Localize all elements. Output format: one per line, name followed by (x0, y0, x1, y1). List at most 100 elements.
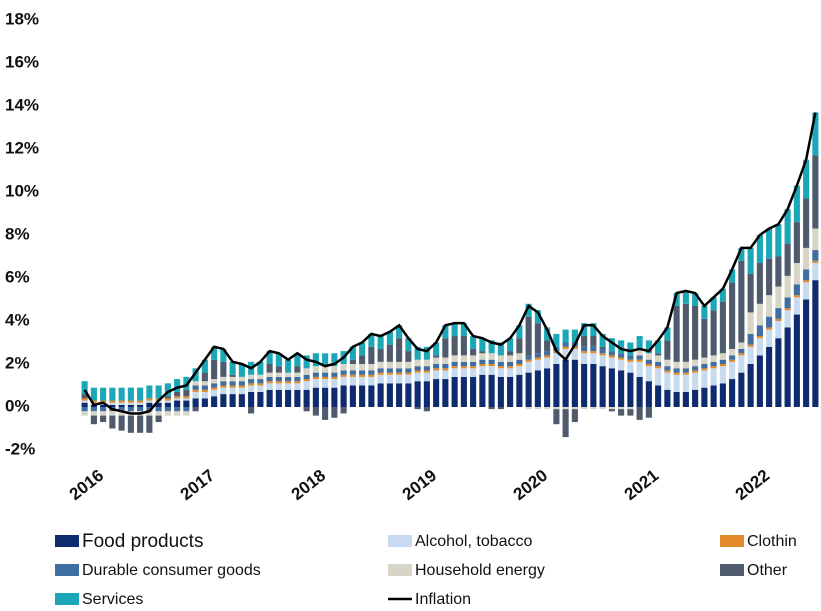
bar-segment (303, 355, 310, 369)
bar-segment (516, 325, 523, 339)
bar-segment (285, 383, 292, 390)
bar-segment (581, 364, 588, 407)
bar-segment (516, 359, 523, 364)
bar-segment (322, 353, 329, 367)
bar-segment (756, 336, 763, 339)
bar-segment (738, 342, 745, 349)
bar-segment (534, 357, 541, 360)
bar-segment (442, 370, 449, 380)
bar-segment (257, 374, 264, 380)
bar-segment (377, 348, 384, 362)
x-tick-label: 2016 (66, 466, 108, 504)
bar-segment (608, 355, 615, 358)
bar-segment (655, 340, 662, 354)
bar-segment (775, 286, 782, 309)
bar-segment (266, 389, 273, 407)
bar-segment (164, 411, 171, 416)
bar-segment (627, 355, 634, 360)
bar-segment (137, 400, 144, 403)
bar-segment (127, 407, 134, 412)
bar-segment (303, 374, 310, 380)
bar-segment (405, 374, 412, 384)
bar-segment (368, 374, 375, 377)
bar-segment (470, 355, 477, 362)
bar-segment (756, 235, 763, 263)
bar-segment (201, 359, 208, 373)
bar-segment (516, 338, 523, 354)
bar-segment (553, 409, 560, 425)
bar-segment (164, 398, 171, 401)
bar-segment (470, 336, 477, 349)
bar-segment (81, 402, 88, 407)
bar-segment (701, 305, 708, 319)
bar-segment (396, 383, 403, 407)
bar-segment (544, 340, 551, 352)
bar-segment (544, 355, 551, 358)
bar-segment (682, 391, 689, 407)
bar-segment (534, 353, 541, 358)
bar-segment (756, 338, 763, 356)
bar-segment (618, 357, 625, 360)
bar-segment (81, 394, 88, 399)
bar-segment (331, 353, 338, 367)
bar-segment (710, 355, 717, 362)
bar-segment (738, 353, 745, 356)
bar-segment (608, 357, 615, 369)
bar-segment (571, 407, 578, 410)
bar-segment (266, 351, 273, 364)
bar-segment (747, 346, 754, 364)
bar-segment (719, 364, 726, 367)
bar-segment (312, 407, 319, 416)
bar-segment (803, 269, 810, 281)
bar-segment (729, 269, 736, 283)
bar-segment (174, 407, 181, 412)
bar-segment (211, 396, 218, 407)
bar-segment (414, 346, 421, 360)
bar-segment (470, 368, 477, 377)
bar-segment (812, 262, 819, 281)
bar-segment (118, 387, 125, 401)
bar-segment (719, 383, 726, 407)
bar-segment (266, 364, 273, 373)
bar-segment (229, 361, 236, 375)
bar-segment (775, 338, 782, 407)
legend-swatch (388, 564, 412, 576)
legend-swatch (55, 593, 79, 605)
bar-segment (497, 361, 504, 367)
bar-segment (386, 344, 393, 362)
bar-segment (349, 376, 356, 386)
bar-segment (729, 348, 736, 356)
bar-segment (359, 364, 366, 371)
bar-segment (738, 247, 745, 261)
bar-segment (692, 293, 699, 306)
bar-segment (266, 372, 273, 377)
bar-segment (655, 361, 662, 367)
bar-segment (423, 359, 430, 367)
bar-segment (396, 325, 403, 339)
bar-segment (349, 385, 356, 407)
bar-segment (747, 333, 754, 345)
bar-segment (599, 348, 606, 354)
bar-segment (322, 376, 329, 380)
bar-segment (405, 338, 412, 352)
bar-segment (562, 359, 569, 407)
bar-segment (211, 387, 218, 390)
bar-segment (581, 336, 588, 347)
bar-segment (618, 340, 625, 354)
bar-segment (507, 361, 514, 367)
bar-segment (599, 366, 606, 407)
bar-segment (618, 409, 625, 416)
bar-segment (405, 368, 412, 373)
bar-segment (664, 366, 671, 371)
bar-segment (118, 411, 125, 416)
bar-segment (433, 379, 440, 407)
bar-segment (201, 381, 208, 386)
bar-segment (719, 353, 726, 360)
bar-segment (581, 346, 588, 352)
bar-segment (303, 381, 310, 390)
bar-segment (183, 400, 190, 407)
bar-segment (803, 159, 810, 199)
bar-segment (803, 299, 810, 407)
bar-segment (618, 407, 625, 410)
bar-segment (525, 361, 532, 373)
